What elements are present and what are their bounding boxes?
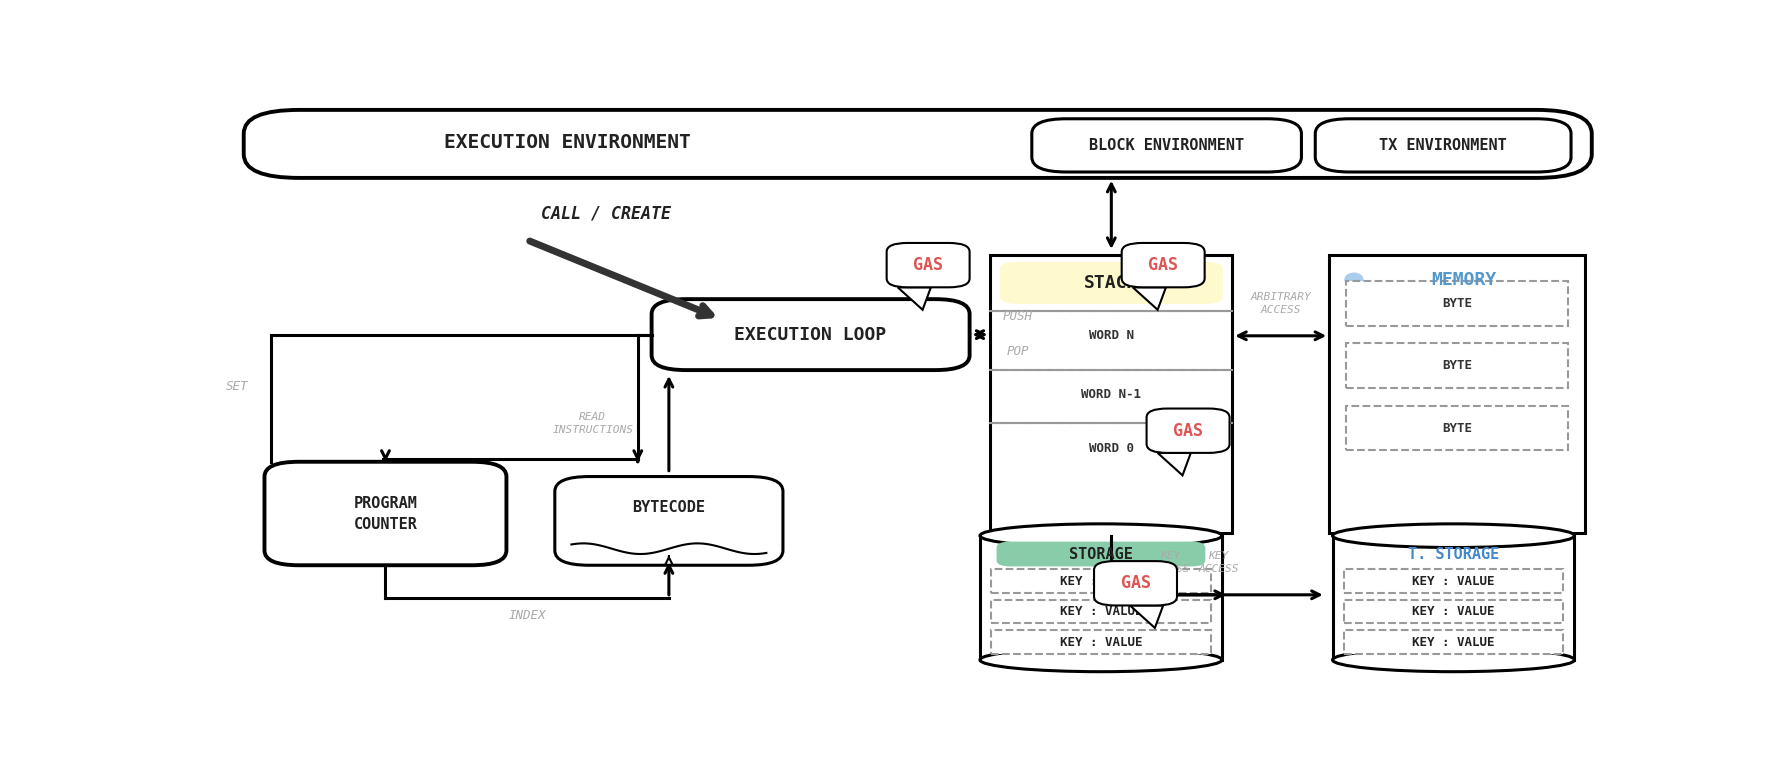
Bar	[992, 600, 1211, 624]
Bar	[992, 631, 1211, 654]
Bar	[1343, 569, 1563, 593]
Polygon shape	[1129, 605, 1163, 628]
Text: READ
INSTRUCTIONS: READ INSTRUCTIONS	[553, 412, 633, 435]
FancyBboxPatch shape	[887, 243, 970, 287]
Text: MEMORY: MEMORY	[1431, 270, 1497, 289]
Ellipse shape	[1345, 273, 1363, 286]
Text: BYTE: BYTE	[1441, 297, 1472, 310]
FancyBboxPatch shape	[555, 476, 783, 565]
Text: KEY
ACCESS: KEY ACCESS	[1199, 551, 1238, 574]
Text: WORD N-1: WORD N-1	[1081, 389, 1142, 402]
Text: GAS: GAS	[913, 257, 944, 274]
Ellipse shape	[1333, 524, 1575, 548]
Bar	[1345, 406, 1568, 450]
Ellipse shape	[979, 648, 1222, 672]
Text: ARBITRARY
ACCESS: ARBITRARY ACCESS	[1251, 292, 1311, 315]
Text: GAS: GAS	[1120, 574, 1151, 592]
Text: POP: POP	[1006, 345, 1029, 358]
Bar	[1343, 600, 1563, 624]
Text: STORAGE: STORAGE	[1069, 547, 1133, 562]
Text: BLOCK ENVIRONMENT: BLOCK ENVIRONMENT	[1088, 138, 1243, 153]
FancyBboxPatch shape	[1031, 119, 1302, 172]
Text: BYTE: BYTE	[1441, 422, 1472, 435]
Text: BYTECODE: BYTECODE	[632, 500, 705, 515]
Text: EXECUTION LOOP: EXECUTION LOOP	[735, 326, 887, 343]
Text: GAS: GAS	[1174, 422, 1202, 440]
Text: TX ENVIRONMENT: TX ENVIRONMENT	[1379, 138, 1507, 153]
Bar	[1343, 631, 1563, 654]
FancyBboxPatch shape	[1315, 119, 1572, 172]
Text: KEY : VALUE: KEY : VALUE	[1413, 636, 1495, 649]
Polygon shape	[1158, 453, 1192, 475]
FancyBboxPatch shape	[651, 299, 970, 370]
FancyBboxPatch shape	[264, 462, 507, 565]
Bar	[992, 569, 1211, 593]
Bar	[1345, 281, 1568, 326]
Polygon shape	[897, 287, 931, 310]
Bar	[990, 255, 1233, 533]
FancyBboxPatch shape	[1094, 561, 1177, 605]
Bar	[1329, 255, 1584, 533]
Text: KEY : VALUE: KEY : VALUE	[1060, 605, 1142, 618]
Text: WORD 0: WORD 0	[1088, 442, 1135, 455]
FancyBboxPatch shape	[1001, 262, 1222, 304]
Bar	[1345, 343, 1568, 388]
Text: PROGRAM
COUNTER: PROGRAM COUNTER	[353, 495, 417, 531]
Text: INDEX: INDEX	[508, 609, 546, 622]
Bar	[979, 536, 1222, 660]
FancyBboxPatch shape	[244, 110, 1591, 178]
Text: KEY : VALUE: KEY : VALUE	[1060, 636, 1142, 649]
FancyBboxPatch shape	[1122, 243, 1204, 287]
Text: GAS: GAS	[1149, 257, 1177, 274]
Text: CALL / CREATE: CALL / CREATE	[541, 204, 671, 223]
Ellipse shape	[979, 524, 1222, 548]
Text: PUSH: PUSH	[1003, 310, 1033, 323]
Text: KEY : VALUE: KEY : VALUE	[1060, 574, 1142, 588]
Text: KEY
ACCESS: KEY ACCESS	[1151, 551, 1190, 574]
Bar	[1333, 536, 1575, 660]
Text: KEY : VALUE: KEY : VALUE	[1413, 605, 1495, 618]
Text: BYTE: BYTE	[1441, 359, 1472, 372]
Text: SET: SET	[225, 380, 248, 393]
Text: T. STORAGE: T. STORAGE	[1408, 547, 1499, 562]
Text: EXECUTION ENVIRONMENT: EXECUTION ENVIRONMENT	[444, 133, 690, 152]
Text: STACK: STACK	[1085, 274, 1138, 292]
FancyBboxPatch shape	[1147, 409, 1229, 453]
FancyBboxPatch shape	[997, 541, 1206, 567]
Text: WORD N: WORD N	[1088, 329, 1135, 343]
Text: KEY : VALUE: KEY : VALUE	[1413, 574, 1495, 588]
Ellipse shape	[1333, 648, 1575, 672]
Polygon shape	[1133, 287, 1167, 310]
